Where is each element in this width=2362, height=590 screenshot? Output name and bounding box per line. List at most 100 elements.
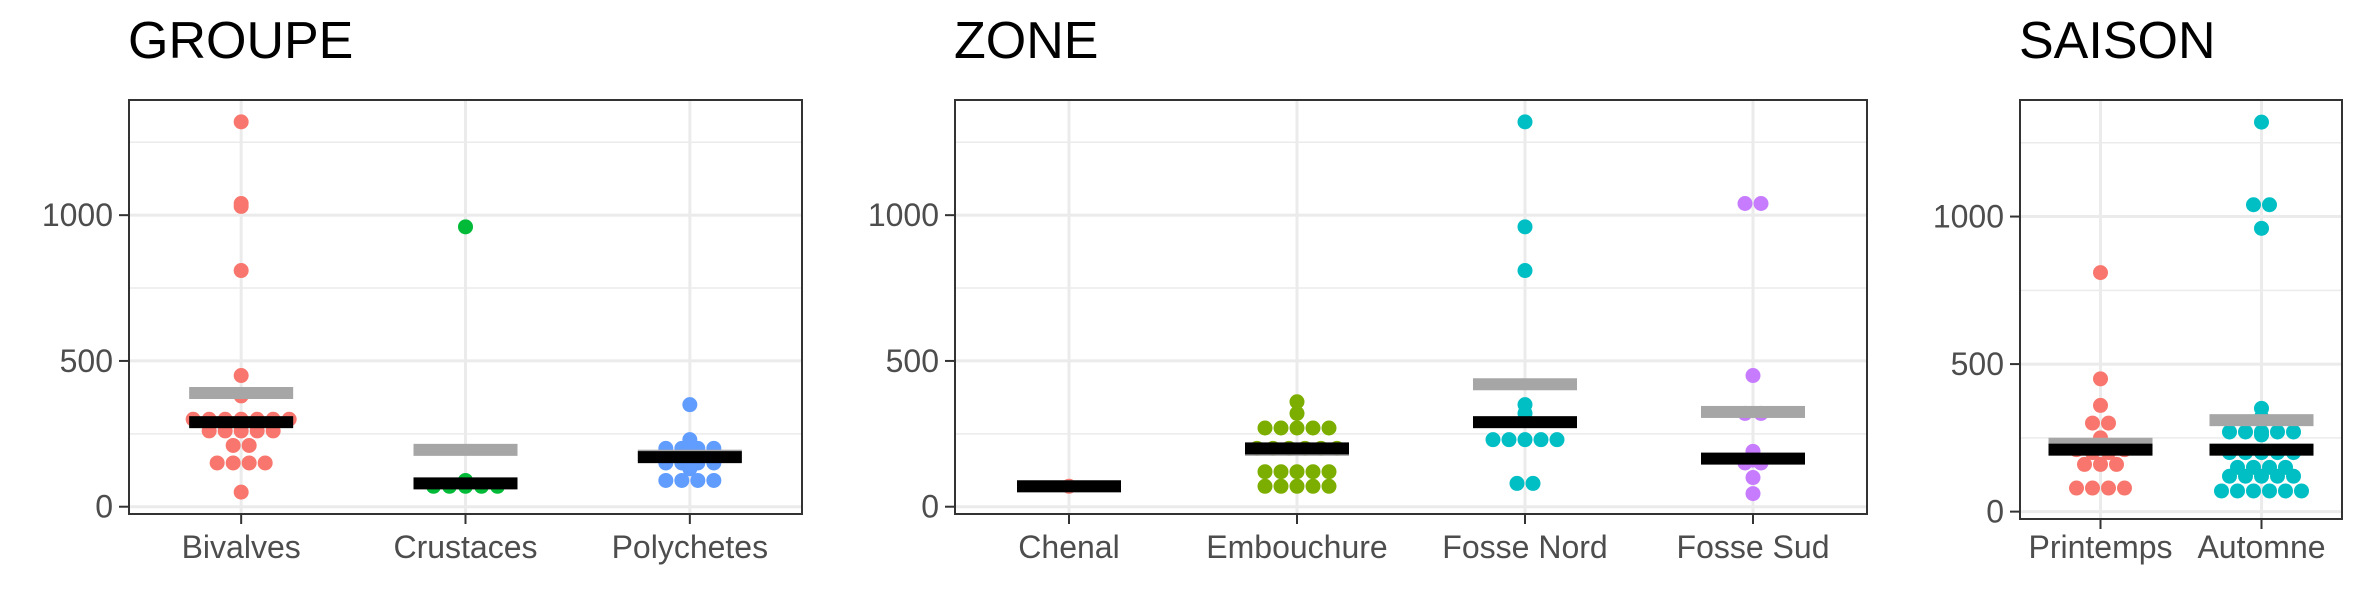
data-point: [233, 484, 249, 500]
x-axis: Bivalves Crustaces Polychetes: [182, 514, 769, 565]
x-tick-label: Fosse Sud: [1677, 529, 1830, 565]
summary-bars: [1017, 378, 1805, 493]
data-point: [1273, 478, 1289, 494]
data-point: [1745, 470, 1761, 486]
data-point: [1517, 432, 1533, 448]
x-tick-label: Automne: [2197, 529, 2325, 565]
mean-bar: [1701, 405, 1805, 418]
data-point: [1737, 196, 1753, 211]
data-point: [225, 455, 241, 471]
data-point: [1509, 475, 1525, 491]
median-bar: [2209, 443, 2314, 456]
data-point: [1525, 475, 1541, 491]
data-point: [1305, 464, 1321, 480]
data-point: [1305, 420, 1321, 436]
data-point: [2246, 197, 2261, 213]
data-point: [2222, 424, 2237, 440]
x-tick-label: Chenal: [1018, 529, 1119, 565]
data-point: [2246, 483, 2261, 499]
data-point: [1273, 420, 1289, 436]
y-tick-label: 500: [60, 343, 113, 379]
data-point: [2254, 114, 2269, 130]
data-point: [2262, 197, 2277, 213]
summary-bars: [189, 387, 742, 490]
data-point: [1321, 420, 1337, 436]
data-point: [2093, 397, 2108, 413]
median-bar: [637, 451, 742, 464]
data-point: [690, 472, 706, 488]
data-point: [1549, 432, 1565, 448]
panel-saison: SAISON 0 500 1000 Printemps Automne: [1933, 12, 2343, 565]
data-point: [2101, 480, 2116, 496]
data-point: [1517, 219, 1533, 235]
mean-bar: [1473, 378, 1577, 391]
data-point: [2214, 483, 2229, 499]
data-point: [2077, 456, 2092, 472]
median-bar: [2048, 443, 2153, 456]
data-point: [682, 397, 698, 413]
data-point: [2254, 427, 2269, 443]
panel-title: ZONE: [954, 12, 1098, 70]
data-point: [1321, 478, 1337, 494]
summary-bars: [2048, 414, 2314, 456]
data-point: [2294, 483, 2309, 499]
plot-background: [955, 100, 1867, 514]
data-point: [209, 455, 225, 471]
data-point: [1485, 432, 1501, 448]
data-point: [682, 461, 698, 477]
median-bar: [189, 416, 294, 429]
data-point: [674, 472, 690, 488]
data-point: [658, 472, 674, 488]
data-point: [706, 472, 722, 488]
data-point: [1305, 478, 1321, 494]
median-bar: [1473, 416, 1577, 429]
data-point: [2093, 371, 2108, 387]
median-bar: [1017, 480, 1121, 493]
y-axis: 0 500 1000: [1933, 199, 2020, 530]
data-point: [2230, 483, 2245, 499]
data-point: [1289, 478, 1305, 494]
data-point: [1289, 394, 1305, 410]
x-tick-label: Bivalves: [182, 529, 301, 565]
data-point: [1289, 464, 1305, 480]
x-tick-label: Fosse Nord: [1442, 529, 1607, 565]
plot-frame: [2019, 99, 2343, 520]
mean-bar: [413, 443, 518, 456]
data-point: [2254, 220, 2269, 236]
panel-title: SAISON: [2019, 12, 2216, 70]
data-point: [225, 437, 241, 453]
data-point: [1533, 432, 1549, 448]
x-tick-label: Polychetes: [612, 529, 769, 565]
data-point: [458, 219, 473, 235]
y-tick-label: 1000: [868, 197, 939, 233]
median-bar: [1701, 452, 1805, 465]
data-point: [233, 263, 249, 279]
data-point: [2222, 468, 2237, 484]
median-bar: [413, 477, 518, 490]
data-point: [1745, 368, 1761, 384]
data-point: [2093, 456, 2108, 472]
y-tick-label: 0: [921, 489, 939, 525]
data-point: [2117, 480, 2132, 496]
data-point: [2254, 468, 2269, 484]
panel-zone: ZONE 0 500 1000 Chenal Embouchure Fosse Nord…: [868, 12, 1868, 565]
data-point: [2101, 415, 2116, 431]
y-tick-label: 1000: [1933, 199, 2004, 235]
data-point: [2278, 483, 2293, 499]
y-axis: 0 500 1000: [42, 197, 129, 525]
data-point: [2085, 480, 2100, 496]
panel-title: GROUPE: [128, 12, 353, 70]
x-tick-label: Embouchure: [1206, 529, 1387, 565]
data-point: [1745, 486, 1761, 502]
y-tick-label: 500: [1951, 346, 2004, 382]
data-point: [233, 368, 249, 384]
data-point: [1273, 464, 1289, 480]
data-point: [257, 455, 273, 471]
y-tick-label: 0: [1986, 494, 2004, 530]
median-bar: [1245, 442, 1349, 455]
y-tick-label: 0: [95, 489, 113, 525]
plot-frame: [954, 99, 1868, 515]
x-tick-label: Printemps: [2028, 529, 2172, 565]
mean-bar: [2209, 414, 2314, 427]
